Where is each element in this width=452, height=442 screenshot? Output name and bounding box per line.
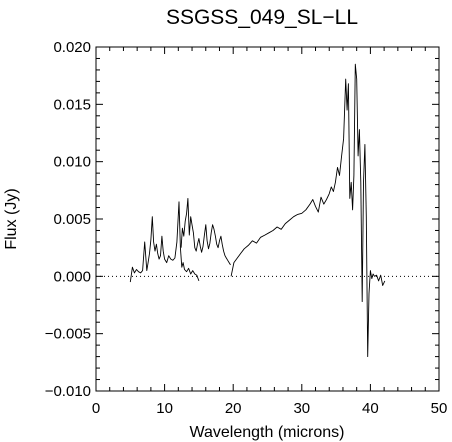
x-tick-label: 10 bbox=[156, 400, 173, 417]
spectrum-line bbox=[230, 63, 386, 358]
y-tick-label: 0.020 bbox=[53, 39, 91, 56]
spectrum-line bbox=[129, 201, 200, 283]
chart-title: SSGSS_049_SL−LL bbox=[166, 6, 358, 29]
y-tick-label: 0.000 bbox=[53, 268, 91, 285]
y-tick-label: 0.010 bbox=[53, 154, 91, 171]
plot-frame bbox=[95, 46, 440, 392]
y-tick-label: 0.015 bbox=[53, 96, 91, 113]
y-tick-label: 0.005 bbox=[53, 211, 91, 228]
y-tick-label: −0.010 bbox=[45, 383, 91, 400]
x-tick-label: 20 bbox=[225, 400, 242, 417]
x-tick-label: 40 bbox=[362, 400, 379, 417]
x-tick-label: 0 bbox=[92, 400, 100, 417]
x-axis-title: Wavelength (microns) bbox=[189, 424, 344, 441]
x-tick-label: 50 bbox=[431, 400, 448, 417]
y-axis-title: Flux (Jy) bbox=[3, 188, 20, 249]
x-tick-label: 30 bbox=[293, 400, 310, 417]
y-tick-label: −0.005 bbox=[45, 326, 91, 343]
spectrum-line bbox=[180, 197, 231, 266]
